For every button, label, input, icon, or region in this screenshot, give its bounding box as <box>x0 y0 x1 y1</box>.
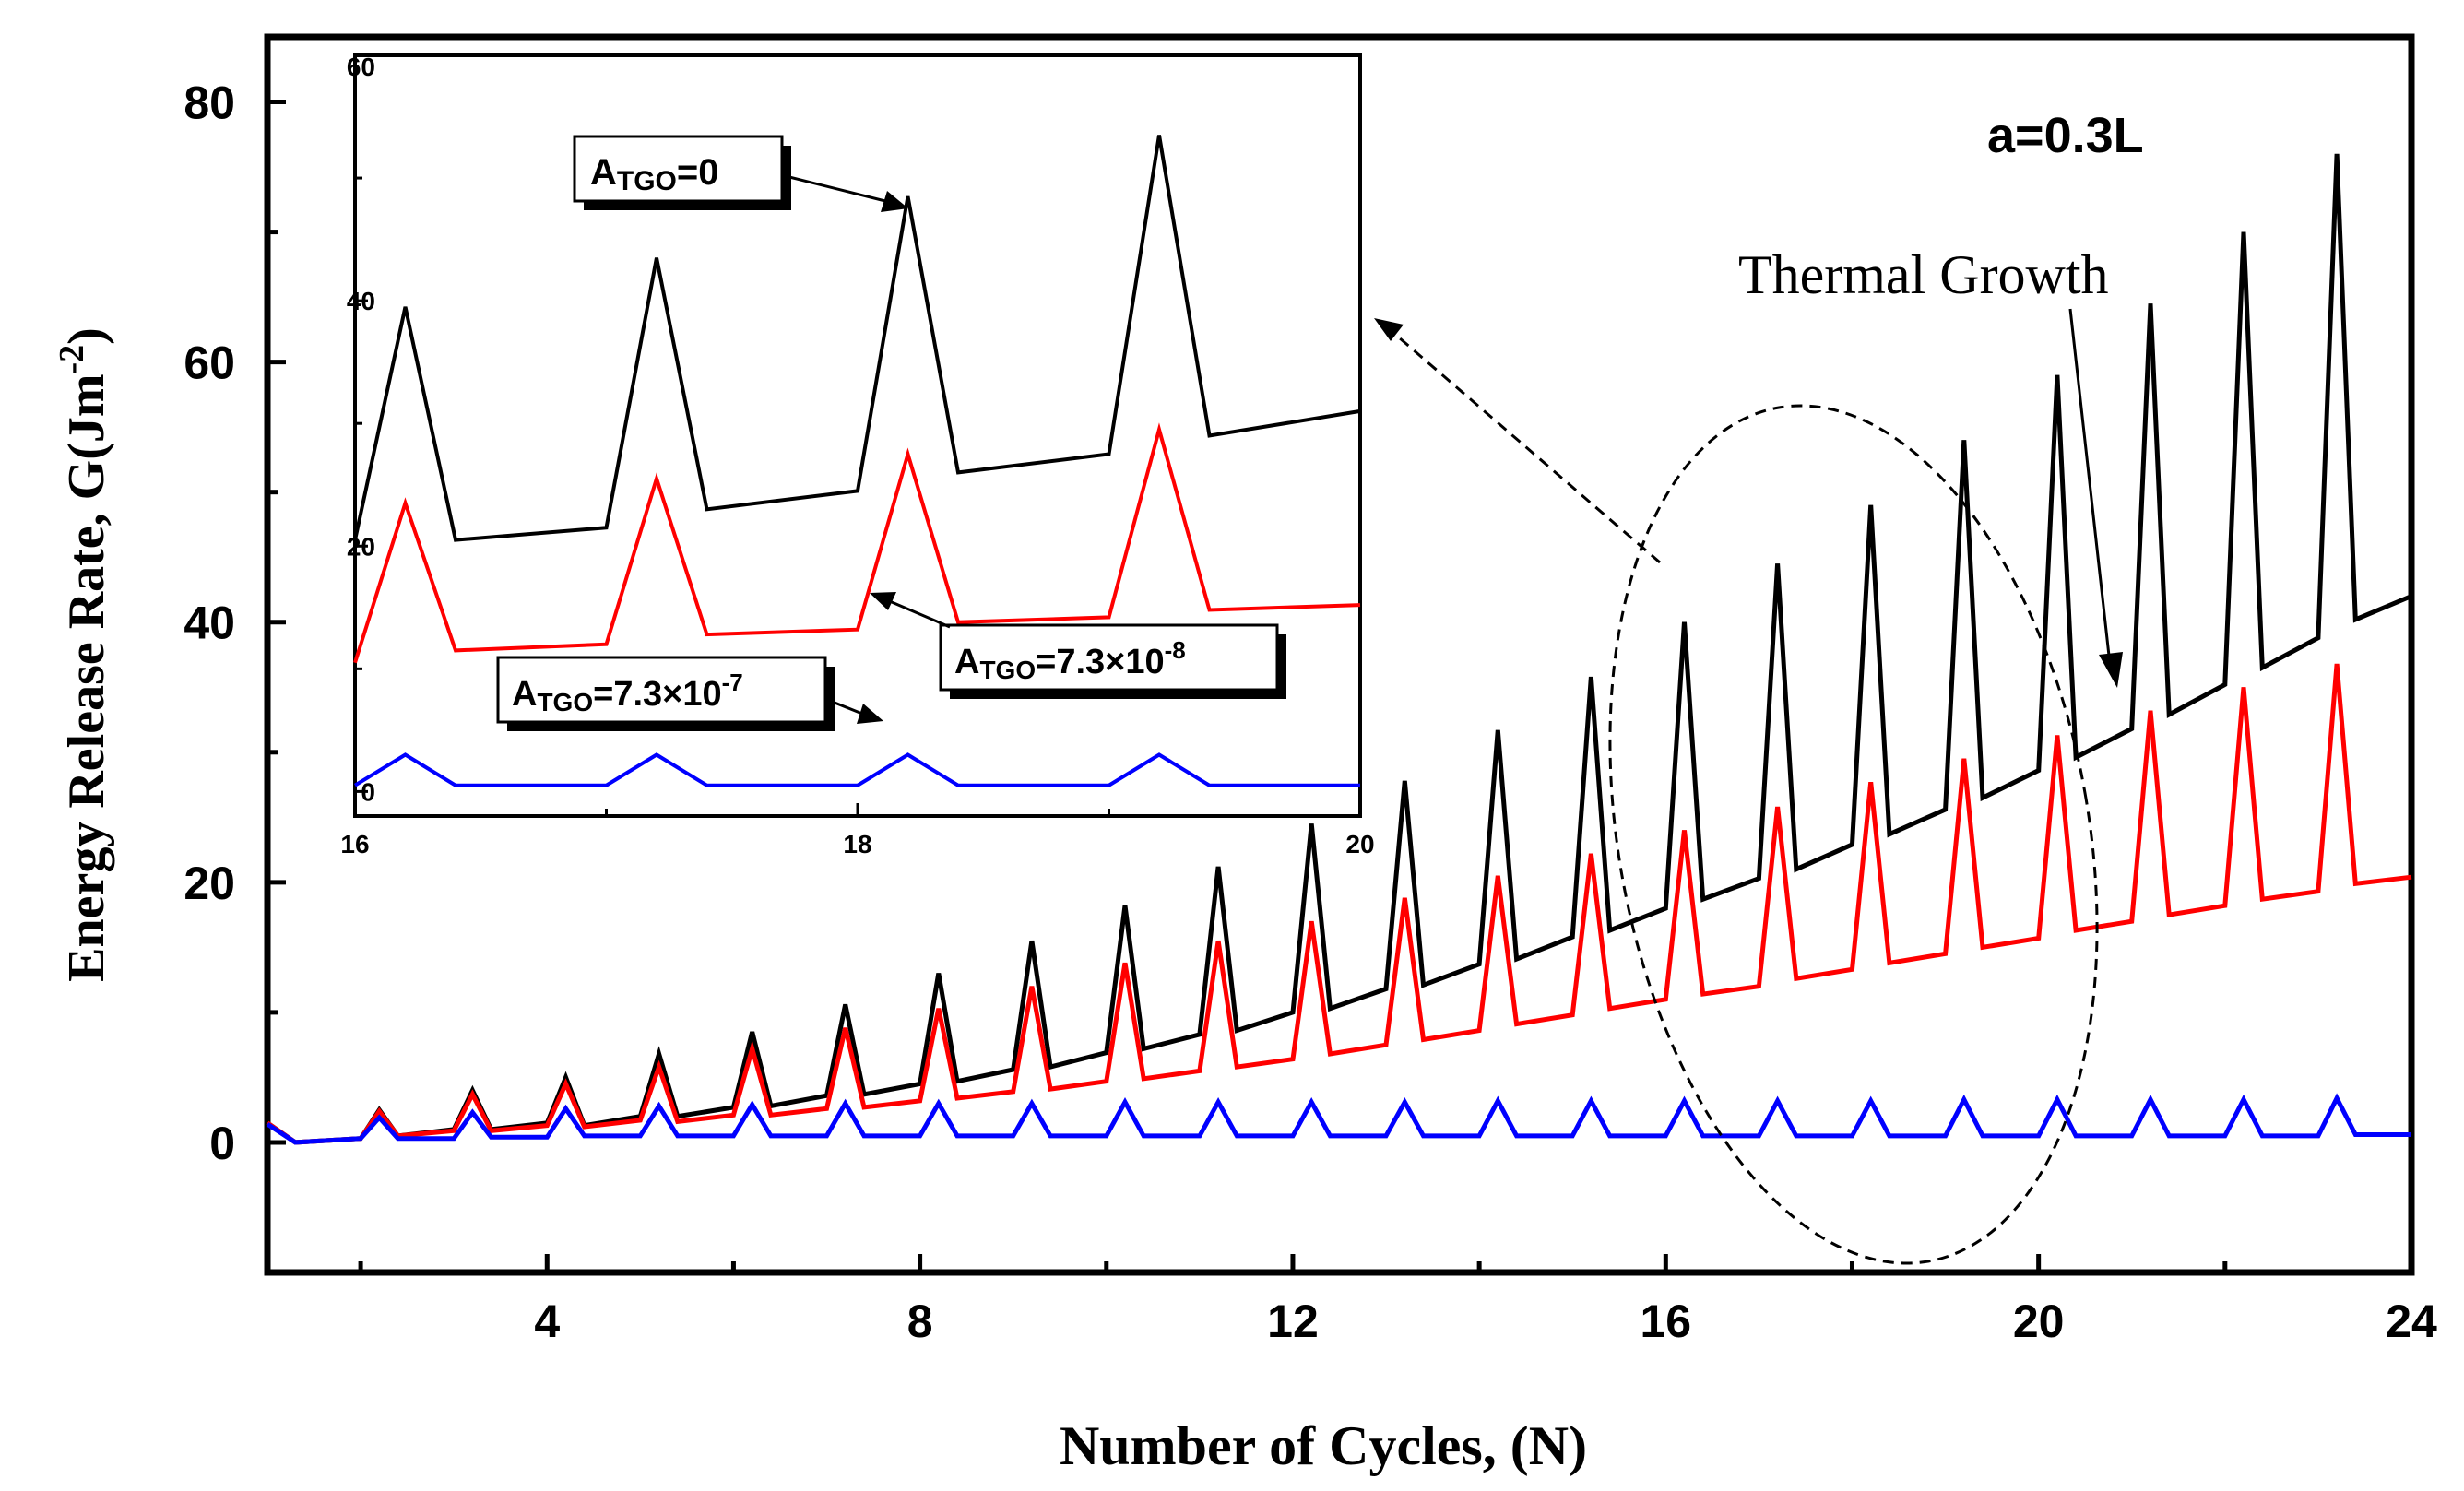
y-axis-title-close: ) <box>58 327 115 345</box>
thermal-growth-arrow-line <box>2068 308 2112 665</box>
label-a7-exp: -7 <box>722 669 743 696</box>
label-a8-arrowhead <box>870 592 896 610</box>
main-ticks-group: 4 8 12 16 20 24 0 20 40 60 80 <box>184 77 2437 1347</box>
thermal-growth-label: Thermal Growth <box>1738 244 2109 305</box>
label-a0-group: ATGO=0 <box>573 135 791 210</box>
label-a8-exp: -8 <box>1165 636 1186 664</box>
inset-y-tick-label-3: 60 <box>347 53 375 81</box>
y-axis-title-main: Energy Release Rate, G(Jm <box>58 373 115 981</box>
label-a7-group: ATGO=7.3×10-7 <box>496 656 835 731</box>
inset-y-tick-label-2: 40 <box>347 287 375 315</box>
inset-series-line-2 <box>353 752 1360 787</box>
inset-x-tick-label-0: 16 <box>340 830 369 858</box>
label-a7-sub: TGO <box>537 688 593 716</box>
inset-x-tick-label-1: 18 <box>843 830 871 858</box>
label-a8-text: ATGO=7.3×10-8 <box>954 636 1186 684</box>
highlight-ellipse <box>1608 404 2099 1265</box>
label-a8-group: ATGO=7.3×10-8 <box>939 623 1286 699</box>
label-a7-arrow <box>824 697 868 717</box>
label-a8-rest: =7.3×10 <box>1036 643 1164 681</box>
x-tick-label-0: 4 <box>534 1296 560 1347</box>
y-axis-title: Energy Release Rate, G(Jm-2) <box>53 327 115 982</box>
label-a8-arrow <box>884 598 951 629</box>
inset-y-tick-label-1: 20 <box>347 532 375 561</box>
label-a0-box <box>573 135 784 203</box>
inset-series-group <box>353 135 1361 787</box>
label-a0-sub: TGO <box>617 166 677 196</box>
label-a7-box <box>496 656 827 724</box>
thermal-growth-arrowhead <box>2099 652 2123 688</box>
x-tick-label-4: 20 <box>2013 1296 2065 1347</box>
label-a0-arrow <box>781 173 894 205</box>
label-a7-arrowhead <box>857 704 883 724</box>
inset-y-tick-label-0: 0 <box>361 777 375 806</box>
main-series-line-0 <box>266 153 2412 1145</box>
inset-x-tick-label-2: 20 <box>1345 830 1374 858</box>
label-a0-text: ATGO=0 <box>590 152 719 196</box>
label-a7-text: ATGO=7.3×10-7 <box>512 669 743 716</box>
zoom-arrow-line <box>1392 330 1661 564</box>
x-tick-label-5: 24 <box>2386 1296 2437 1347</box>
label-a8-sub: TGO <box>979 656 1036 684</box>
label-a0-arrowhead <box>881 191 908 212</box>
label-a7-rest: =7.3×10 <box>593 675 721 714</box>
y-tick-label-4: 80 <box>184 77 235 129</box>
label-a7-base: A <box>512 675 537 714</box>
y-tick-label-0: 0 <box>209 1118 235 1169</box>
x-tick-label-2: 12 <box>1267 1296 1319 1347</box>
y-tick-label-3: 60 <box>184 337 235 389</box>
label-a8-box <box>939 623 1279 692</box>
label-a0-base: A <box>590 152 617 193</box>
main-series-group <box>266 153 2412 1145</box>
label-a8-base: A <box>954 643 979 681</box>
inset-ticks-group: 16 18 20 0 20 40 60 <box>340 53 1374 858</box>
crack-length-label: a=0.3L <box>1987 108 2144 163</box>
main-series-line-2 <box>266 1093 2411 1145</box>
x-axis-title: Number of Cycles, (N) <box>1060 1415 1587 1476</box>
label-a0-rest: =0 <box>677 152 719 193</box>
y-tick-label-1: 20 <box>184 858 235 909</box>
y-tick-label-2: 40 <box>184 598 235 649</box>
x-tick-label-3: 16 <box>1640 1296 1691 1347</box>
zoom-arrowhead <box>1374 318 1404 341</box>
main-plot-frame <box>264 33 2415 1276</box>
inset-series-line-1 <box>353 422 1361 664</box>
y-axis-title-exponent: -2 <box>53 345 91 374</box>
main-series-line-1 <box>266 663 2412 1145</box>
inset-series-line-0 <box>353 135 1361 542</box>
x-tick-label-1: 8 <box>907 1296 933 1347</box>
